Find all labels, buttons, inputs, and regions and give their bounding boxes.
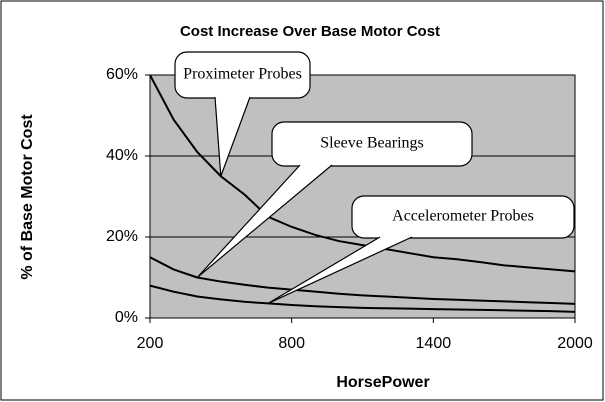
callout-box: [271, 121, 473, 167]
y-tick-label: 0%: [115, 309, 138, 326]
x-tick-label: 200: [137, 335, 164, 352]
callout-pointer: [267, 236, 413, 304]
x-tick-label: 1400: [416, 335, 452, 352]
callout-label: Accelerometer Probes: [392, 208, 534, 225]
x-axis-title: HorsePower: [336, 374, 429, 391]
y-tick-label: 40%: [106, 147, 138, 164]
callout-pointer: [196, 164, 333, 278]
y-tick-label: 20%: [106, 228, 138, 245]
series-line: [149, 284, 576, 313]
callout-pointer: [214, 96, 251, 177]
y-axis-title: % of Base Motor Cost: [19, 114, 36, 280]
chart-title: Cost Increase Over Base Motor Cost: [180, 23, 440, 40]
x-tick-label: 800: [278, 335, 305, 352]
y-tick-label: 60%: [106, 66, 138, 83]
callout-label: Proximeter Probes: [183, 66, 302, 83]
callout-box: [351, 195, 575, 239]
series-line: [149, 256, 576, 305]
callout-label: Sleeve Bearings: [320, 135, 424, 152]
x-tick-label: 2000: [557, 335, 593, 352]
